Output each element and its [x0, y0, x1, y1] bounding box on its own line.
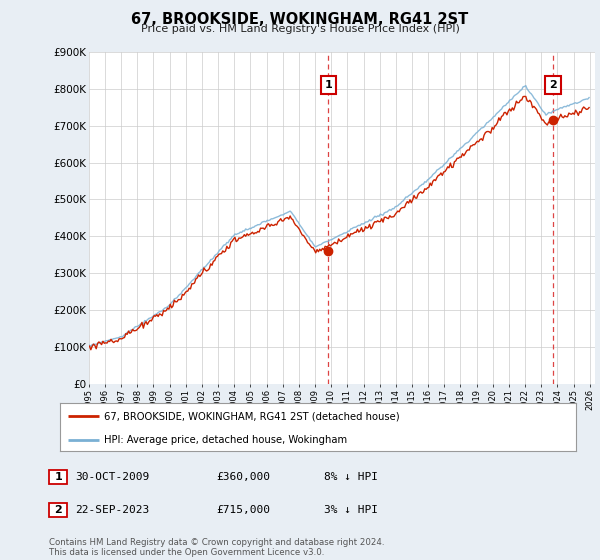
Text: 22-SEP-2023: 22-SEP-2023	[76, 505, 150, 515]
Text: 1: 1	[55, 472, 62, 482]
Text: 2: 2	[549, 80, 557, 90]
Text: 67, BROOKSIDE, WOKINGHAM, RG41 2ST: 67, BROOKSIDE, WOKINGHAM, RG41 2ST	[131, 12, 469, 27]
Text: 67, BROOKSIDE, WOKINGHAM, RG41 2ST (detached house): 67, BROOKSIDE, WOKINGHAM, RG41 2ST (deta…	[104, 411, 400, 421]
Text: Price paid vs. HM Land Registry's House Price Index (HPI): Price paid vs. HM Land Registry's House …	[140, 24, 460, 34]
Text: 8% ↓ HPI: 8% ↓ HPI	[324, 472, 378, 482]
Text: 3% ↓ HPI: 3% ↓ HPI	[324, 505, 378, 515]
Text: £715,000: £715,000	[216, 505, 270, 515]
Text: 30-OCT-2009: 30-OCT-2009	[76, 472, 150, 482]
Text: 2: 2	[55, 505, 62, 515]
Text: £360,000: £360,000	[216, 472, 270, 482]
Text: HPI: Average price, detached house, Wokingham: HPI: Average price, detached house, Woki…	[104, 435, 347, 445]
Text: 1: 1	[325, 80, 332, 90]
Text: Contains HM Land Registry data © Crown copyright and database right 2024.
This d: Contains HM Land Registry data © Crown c…	[49, 538, 385, 557]
